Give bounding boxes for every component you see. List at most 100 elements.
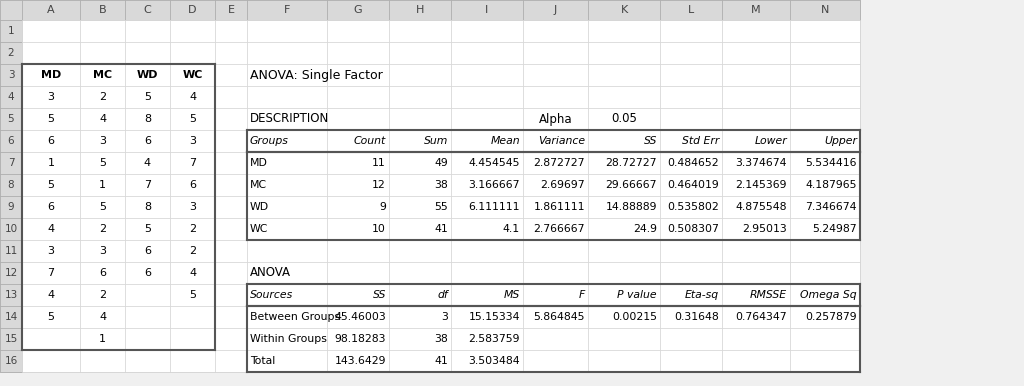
Bar	[22, 218, 80, 240]
Text: Count: Count	[353, 136, 386, 146]
Text: Alpha: Alpha	[539, 112, 572, 125]
Bar	[0, 262, 22, 284]
Text: 6: 6	[47, 202, 54, 212]
Text: MC: MC	[93, 70, 112, 80]
Bar	[80, 86, 125, 108]
Text: 55: 55	[434, 202, 449, 212]
Text: 24.9: 24.9	[633, 224, 657, 234]
Bar	[389, 64, 451, 86]
Text: 7: 7	[47, 268, 54, 278]
Bar	[215, 196, 247, 218]
Bar	[170, 108, 215, 130]
Bar	[389, 350, 451, 372]
Bar	[22, 284, 80, 306]
Bar	[722, 20, 790, 42]
Bar	[125, 196, 170, 218]
Bar	[722, 152, 790, 174]
Text: 98.18283: 98.18283	[335, 334, 386, 344]
Text: 4.454545: 4.454545	[469, 158, 520, 168]
Text: 0.464019: 0.464019	[668, 180, 719, 190]
Bar	[215, 306, 247, 328]
Bar	[523, 306, 588, 328]
Bar	[389, 262, 451, 284]
Bar	[389, 196, 451, 218]
Bar	[170, 196, 215, 218]
Text: 1: 1	[99, 180, 106, 190]
Text: 11: 11	[4, 246, 17, 256]
Text: Lower: Lower	[755, 136, 787, 146]
Text: SS: SS	[373, 290, 386, 300]
Text: 143.6429: 143.6429	[335, 356, 386, 366]
Bar	[389, 130, 451, 152]
Bar	[588, 350, 660, 372]
Text: 0.535802: 0.535802	[668, 202, 719, 212]
Bar	[327, 86, 389, 108]
Bar	[215, 328, 247, 350]
Bar	[451, 20, 523, 42]
Bar	[389, 218, 451, 240]
Bar	[327, 20, 389, 42]
Text: E: E	[227, 5, 234, 15]
Text: SS: SS	[644, 136, 657, 146]
Bar	[0, 350, 22, 372]
Text: 6: 6	[144, 268, 151, 278]
Text: WC: WC	[182, 70, 203, 80]
Bar	[170, 20, 215, 42]
Bar	[125, 350, 170, 372]
Bar	[660, 240, 722, 262]
Text: 4: 4	[47, 290, 54, 300]
Bar	[125, 64, 170, 86]
Bar	[0, 218, 22, 240]
Bar	[523, 240, 588, 262]
Bar	[660, 152, 722, 174]
Bar	[247, 64, 327, 86]
Bar	[523, 262, 588, 284]
Text: N: N	[821, 5, 829, 15]
Bar	[451, 306, 523, 328]
Bar	[722, 218, 790, 240]
Bar	[170, 284, 215, 306]
Bar	[588, 218, 660, 240]
Text: 8: 8	[144, 114, 152, 124]
Bar	[0, 108, 22, 130]
Text: 10: 10	[372, 224, 386, 234]
Bar	[790, 262, 860, 284]
Bar	[80, 306, 125, 328]
Bar	[790, 20, 860, 42]
Bar	[125, 306, 170, 328]
Bar	[451, 284, 523, 306]
Text: J: J	[554, 5, 557, 15]
Bar	[327, 262, 389, 284]
Bar	[790, 306, 860, 328]
Text: K: K	[621, 5, 628, 15]
Text: 5: 5	[189, 114, 196, 124]
Text: 3: 3	[189, 202, 196, 212]
Bar	[327, 42, 389, 64]
Bar	[523, 20, 588, 42]
Text: Within Groups: Within Groups	[250, 334, 327, 344]
Bar	[0, 196, 22, 218]
Text: P value: P value	[617, 290, 657, 300]
Bar	[22, 152, 80, 174]
Text: 4.875548: 4.875548	[735, 202, 787, 212]
Text: 45.46003: 45.46003	[334, 312, 386, 322]
Bar	[722, 196, 790, 218]
Bar	[389, 240, 451, 262]
Bar	[247, 284, 327, 306]
Bar	[660, 218, 722, 240]
Bar	[247, 196, 327, 218]
Bar	[80, 130, 125, 152]
Bar	[0, 0, 22, 20]
Text: WD: WD	[250, 202, 269, 212]
Bar	[790, 218, 860, 240]
Text: 3: 3	[99, 246, 106, 256]
Bar	[790, 0, 860, 20]
Text: 3.166667: 3.166667	[469, 180, 520, 190]
Bar	[170, 350, 215, 372]
Bar	[660, 130, 722, 152]
Bar	[125, 42, 170, 64]
Bar	[660, 350, 722, 372]
Bar	[588, 328, 660, 350]
Bar	[215, 152, 247, 174]
Text: 12: 12	[373, 180, 386, 190]
